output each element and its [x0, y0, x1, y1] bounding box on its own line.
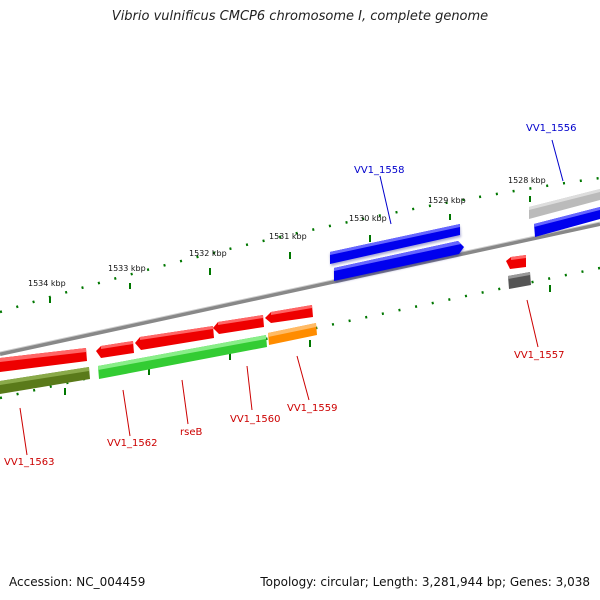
outer-major-ticks [49, 196, 531, 303]
forward-feature-vv1-1558-a [330, 224, 461, 266]
reverse-feature-rseb [135, 326, 214, 350]
reverse-feature-vv1-1559 [265, 305, 313, 323]
label-leader-lines [19, 139, 564, 456]
kbp-label-1530: 1530 kbp [349, 214, 387, 223]
reverse-feature-vv1-1563-red [0, 348, 87, 372]
feature-orange-block [268, 323, 317, 345]
gene-label-vv1-1558: VV1_1558 [354, 165, 405, 176]
kbp-label-1528: 1528 kbp [508, 176, 546, 185]
gene-label-rseb: rseB [180, 427, 202, 438]
forward-feature-vv1-1556 [534, 207, 600, 237]
kbp-label-1532: 1532 kbp [189, 249, 227, 258]
reverse-feature-vv1-1560 [213, 315, 264, 334]
reverse-feature-vv1-1557 [506, 255, 526, 269]
reverse-feature-vv1-1562 [96, 341, 134, 358]
gene-label-vv1-1560: VV1_1560 [230, 414, 281, 425]
forward-feature-vv1-1558-b [334, 241, 464, 283]
gene-label-vv1-1562: VV1_1562 [107, 438, 158, 449]
kbp-label-1533: 1533 kbp [108, 264, 146, 273]
gene-label-vv1-1563: VV1_1563 [4, 457, 55, 468]
kbp-label-1531: 1531 kbp [269, 232, 307, 241]
kbp-label-1534: 1534 kbp [28, 279, 66, 288]
gene-label-vv1-1557: VV1_1557 [514, 350, 565, 361]
feature-vv1-1557-grey [508, 272, 531, 289]
accession-text: Accession: NC_004459 [9, 575, 146, 589]
map-title: Vibrio vulnificus CMCP6 chromosome I, co… [111, 9, 489, 24]
genome-summary-text: Topology: circular; Length: 3,281,944 bp… [260, 575, 590, 589]
gene-label-vv1-1556: VV1_1556 [526, 123, 577, 134]
inner-major-ticks [64, 285, 551, 395]
forward-feature-vv1-1556-grey [529, 189, 600, 219]
genome-backbone [0, 222, 600, 356]
feature-green-block [98, 335, 267, 379]
gene-label-vv1-1559: VV1_1559 [287, 403, 338, 414]
kbp-label-1529: 1529 kbp [428, 196, 466, 205]
genome-backbone-highlight [0, 221, 600, 353]
reverse-feature-vv1-1563-olive [0, 367, 90, 394]
